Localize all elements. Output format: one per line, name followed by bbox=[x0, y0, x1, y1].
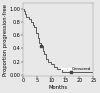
Legend: Censored: Censored bbox=[62, 67, 91, 72]
X-axis label: Months: Months bbox=[49, 85, 68, 90]
Y-axis label: Proportion progression-free: Proportion progression-free bbox=[4, 4, 8, 76]
Point bbox=[70, 71, 72, 73]
Point bbox=[41, 45, 42, 46]
